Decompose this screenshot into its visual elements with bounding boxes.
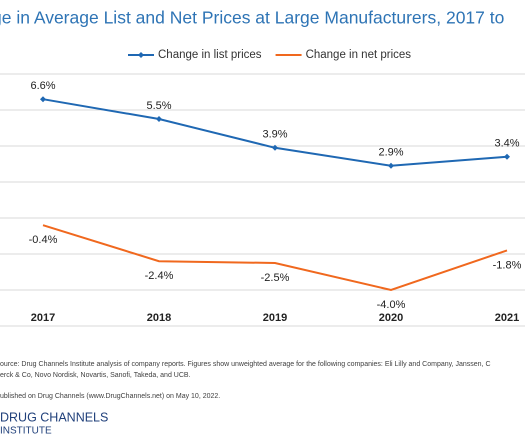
- data-label: 3.9%: [262, 129, 287, 141]
- point-marker: [388, 162, 394, 169]
- data-label: 6.6%: [30, 80, 55, 92]
- series-line: [42, 224, 508, 292]
- source-note: ource: Drug Channels Institute analysis …: [0, 361, 491, 368]
- x-tick-label: 2019: [263, 312, 287, 324]
- chart-title: ge in Average List and Net Prices at Lar…: [0, 8, 504, 28]
- logo: DRUG CHANNELS: [0, 410, 108, 424]
- x-tick-label: 2021: [495, 312, 519, 324]
- data-label: -2.4%: [145, 270, 174, 282]
- x-tick-label: 2020: [379, 312, 403, 324]
- point-marker: [504, 153, 510, 160]
- legend-label: Change in list prices: [158, 49, 262, 61]
- data-label: -4.0%: [377, 299, 406, 311]
- data-label: -0.4%: [29, 234, 58, 246]
- data-label: 5.5%: [146, 100, 171, 112]
- point-marker: [40, 96, 46, 103]
- data-label: 3.4%: [494, 138, 519, 150]
- point-marker: [156, 116, 162, 122]
- data-label: 2.9%: [378, 147, 403, 159]
- data-label: -1.8%: [493, 259, 522, 271]
- x-tick-label: 2017: [31, 312, 55, 324]
- data-label: -2.5%: [261, 272, 290, 284]
- x-tick-label: 2018: [147, 312, 171, 324]
- legend-marker: [138, 52, 144, 58]
- legend-label: Change in net prices: [306, 49, 412, 61]
- source-note: erck & Co, Novo Nordisk, Novartis, Sanof…: [0, 372, 191, 379]
- published-note: ublished on Drug Channels (www.DrugChann…: [0, 393, 220, 400]
- logo: INSTITUTE: [0, 426, 52, 437]
- point-marker: [272, 144, 278, 151]
